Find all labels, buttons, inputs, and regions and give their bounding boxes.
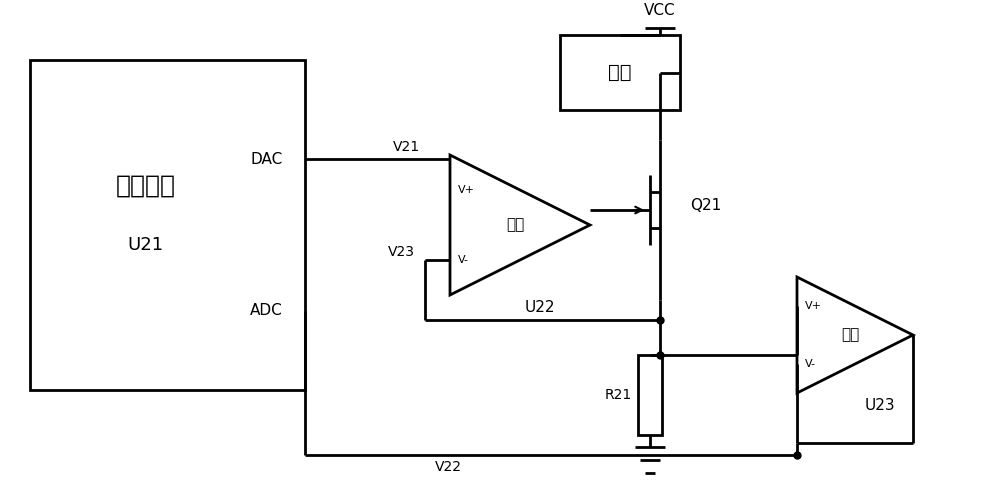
- Text: U21: U21: [127, 236, 164, 254]
- Text: Q21: Q21: [690, 197, 721, 213]
- Text: 负载: 负载: [608, 63, 632, 82]
- Text: 微处理器: 微处理器: [116, 173, 176, 197]
- Polygon shape: [450, 155, 590, 295]
- Text: VCC: VCC: [644, 2, 676, 18]
- Text: V+: V+: [805, 301, 822, 311]
- Text: 运放: 运放: [841, 327, 859, 343]
- Bar: [560, 35, 680, 110]
- Text: U22: U22: [525, 300, 555, 315]
- Text: 运放: 运放: [506, 218, 524, 233]
- Text: ADC: ADC: [250, 303, 283, 318]
- Text: U23: U23: [865, 398, 895, 412]
- Bar: [30, 60, 305, 390]
- Text: V+: V+: [458, 185, 475, 195]
- Text: DAC: DAC: [250, 152, 283, 166]
- Text: V23: V23: [388, 245, 415, 259]
- Text: V-: V-: [805, 359, 816, 369]
- Text: V21: V21: [393, 140, 420, 154]
- Text: V22: V22: [435, 460, 462, 474]
- Bar: [638, 355, 662, 435]
- Polygon shape: [797, 277, 913, 393]
- Text: R21: R21: [604, 388, 632, 402]
- Text: V-: V-: [458, 255, 469, 265]
